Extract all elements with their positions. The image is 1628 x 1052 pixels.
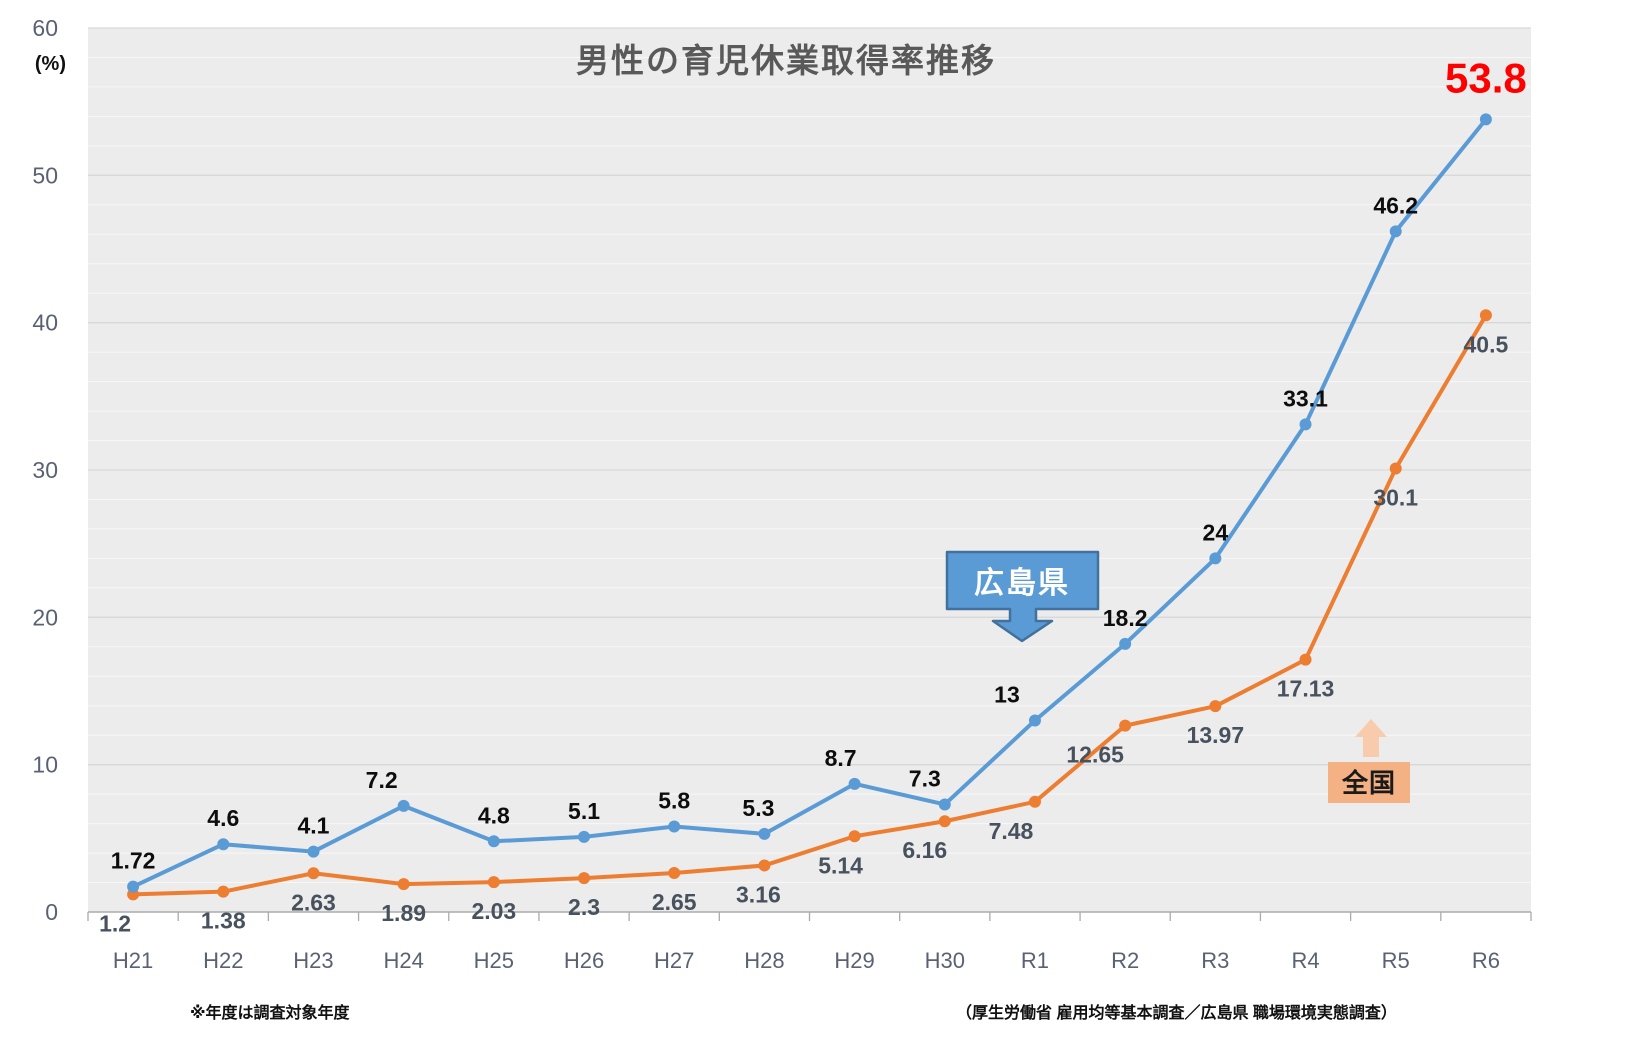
- data-label-national: 13.97: [1187, 722, 1245, 748]
- data-point-national: [1119, 719, 1132, 732]
- y-tick-label: 10: [32, 752, 58, 778]
- data-label-national: 1.38: [201, 908, 246, 934]
- national-callout-arrow-icon: [1355, 719, 1387, 757]
- data-label-hiroshima: 7.3: [909, 765, 941, 791]
- data-label-national: 1.89: [381, 900, 426, 926]
- x-tick-label: R3: [1201, 948, 1229, 973]
- data-label-national: 7.48: [989, 818, 1034, 844]
- data-label-hiroshima: 5.8: [658, 788, 690, 814]
- data-label-national: 2.65: [652, 889, 697, 915]
- data-point-national: [848, 830, 861, 843]
- national-callout-box: [1328, 762, 1410, 803]
- data-label-hiroshima: 4.6: [207, 805, 239, 831]
- data-point-hiroshima: [578, 830, 591, 843]
- x-tick-label: H25: [474, 948, 514, 973]
- y-tick-label: 0: [45, 899, 58, 925]
- x-tick-label: R2: [1111, 948, 1139, 973]
- data-point-national: [1209, 700, 1222, 713]
- data-label-hiroshima: 13: [994, 681, 1020, 707]
- x-tick-label: H30: [925, 948, 965, 973]
- data-label-hiroshima: 8.7: [825, 745, 857, 771]
- data-label-national: 30.1: [1373, 485, 1418, 511]
- data-label-hiroshima: 4.1: [297, 813, 329, 839]
- data-point-hiroshima: [397, 799, 410, 812]
- data-label-hiroshima: 5.1: [568, 798, 600, 824]
- data-point-hiroshima: [1389, 225, 1402, 238]
- x-tick-label: H21: [113, 948, 153, 973]
- data-label-national: 5.14: [818, 852, 863, 878]
- y-tick-label: 20: [32, 604, 58, 630]
- data-point-national: [1479, 309, 1492, 322]
- data-point-hiroshima: [758, 827, 771, 840]
- hiroshima-callout-box: [945, 550, 1100, 643]
- data-point-national: [758, 859, 771, 872]
- x-tick-label: R6: [1472, 948, 1500, 973]
- data-label-national: 6.16: [902, 837, 947, 863]
- data-point-hiroshima: [217, 838, 230, 851]
- data-point-national: [668, 866, 681, 879]
- data-label-hiroshima: 24: [1203, 519, 1229, 545]
- x-tick-label: H23: [293, 948, 333, 973]
- data-label-national: 40.5: [1464, 331, 1509, 357]
- data-point-national: [938, 815, 951, 828]
- data-point-hiroshima: [668, 820, 681, 833]
- data-label-hiroshima: 1.72: [111, 848, 156, 874]
- data-point-national: [1028, 795, 1041, 808]
- data-point-hiroshima: [1479, 113, 1492, 126]
- x-tick-label: H28: [744, 948, 784, 973]
- final-value-label: 53.8: [1445, 54, 1527, 101]
- data-label-national: 2.3: [568, 894, 600, 920]
- data-label-national: 3.16: [736, 881, 781, 907]
- data-label-hiroshima: 33.1: [1283, 385, 1328, 411]
- x-tick-label: R1: [1021, 948, 1049, 973]
- data-point-national: [487, 876, 500, 889]
- series-line-national: [131, 313, 1488, 897]
- y-axis-unit-label: (%): [35, 53, 66, 75]
- data-label-hiroshima: 5.3: [742, 795, 774, 821]
- y-tick-label: 60: [32, 15, 58, 41]
- data-label-national: 2.03: [471, 898, 516, 924]
- chart-title: 男性の育児休業取得率推移: [576, 42, 996, 79]
- data-point-national: [307, 867, 320, 880]
- x-tick-label: H24: [383, 948, 423, 973]
- x-tick-label: H27: [654, 948, 694, 973]
- y-tick-label: 30: [32, 457, 58, 483]
- x-tick-label: R5: [1382, 948, 1410, 973]
- data-point-national: [217, 885, 230, 898]
- data-point-national: [578, 872, 591, 885]
- data-label-hiroshima: 46.2: [1373, 192, 1418, 218]
- data-point-hiroshima: [1028, 714, 1041, 727]
- data-point-hiroshima: [1209, 552, 1222, 565]
- hiroshima-callout-label: 広島県: [974, 567, 1070, 600]
- x-tick-label: H29: [834, 948, 874, 973]
- national-callout-label: 全国: [1341, 768, 1396, 798]
- series-line-hiroshima: [131, 117, 1488, 889]
- data-point-hiroshima: [127, 880, 140, 893]
- x-tick-label: R4: [1291, 948, 1319, 973]
- data-label-hiroshima: 4.8: [478, 802, 510, 828]
- data-label-national: 12.65: [1066, 742, 1124, 768]
- x-tick-label: H26: [564, 948, 604, 973]
- data-point-national: [397, 878, 410, 891]
- footnote-source: （厚生労働省 雇用均等基本調査／広島県 職場環境実態調査）: [956, 1005, 1397, 1022]
- data-point-hiroshima: [1299, 418, 1312, 431]
- data-point-hiroshima: [938, 798, 951, 811]
- y-tick-label: 40: [32, 310, 58, 336]
- data-point-hiroshima: [487, 835, 500, 848]
- y-tick-label: 50: [32, 162, 58, 188]
- data-label-national: 17.13: [1277, 676, 1335, 702]
- data-label-hiroshima: 7.2: [366, 767, 398, 793]
- data-label-national: 1.2: [99, 910, 131, 936]
- x-tick-label: H22: [203, 948, 243, 973]
- data-point-hiroshima: [1119, 637, 1132, 650]
- data-label-hiroshima: 18.2: [1103, 605, 1148, 631]
- footnote-survey-year-note: ※年度は調査対象年度: [190, 1005, 350, 1022]
- data-label-national: 2.63: [291, 889, 336, 915]
- data-point-national: [1299, 653, 1312, 666]
- data-point-national: [1389, 462, 1402, 475]
- data-point-hiroshima: [848, 777, 861, 790]
- data-point-hiroshima: [307, 845, 320, 858]
